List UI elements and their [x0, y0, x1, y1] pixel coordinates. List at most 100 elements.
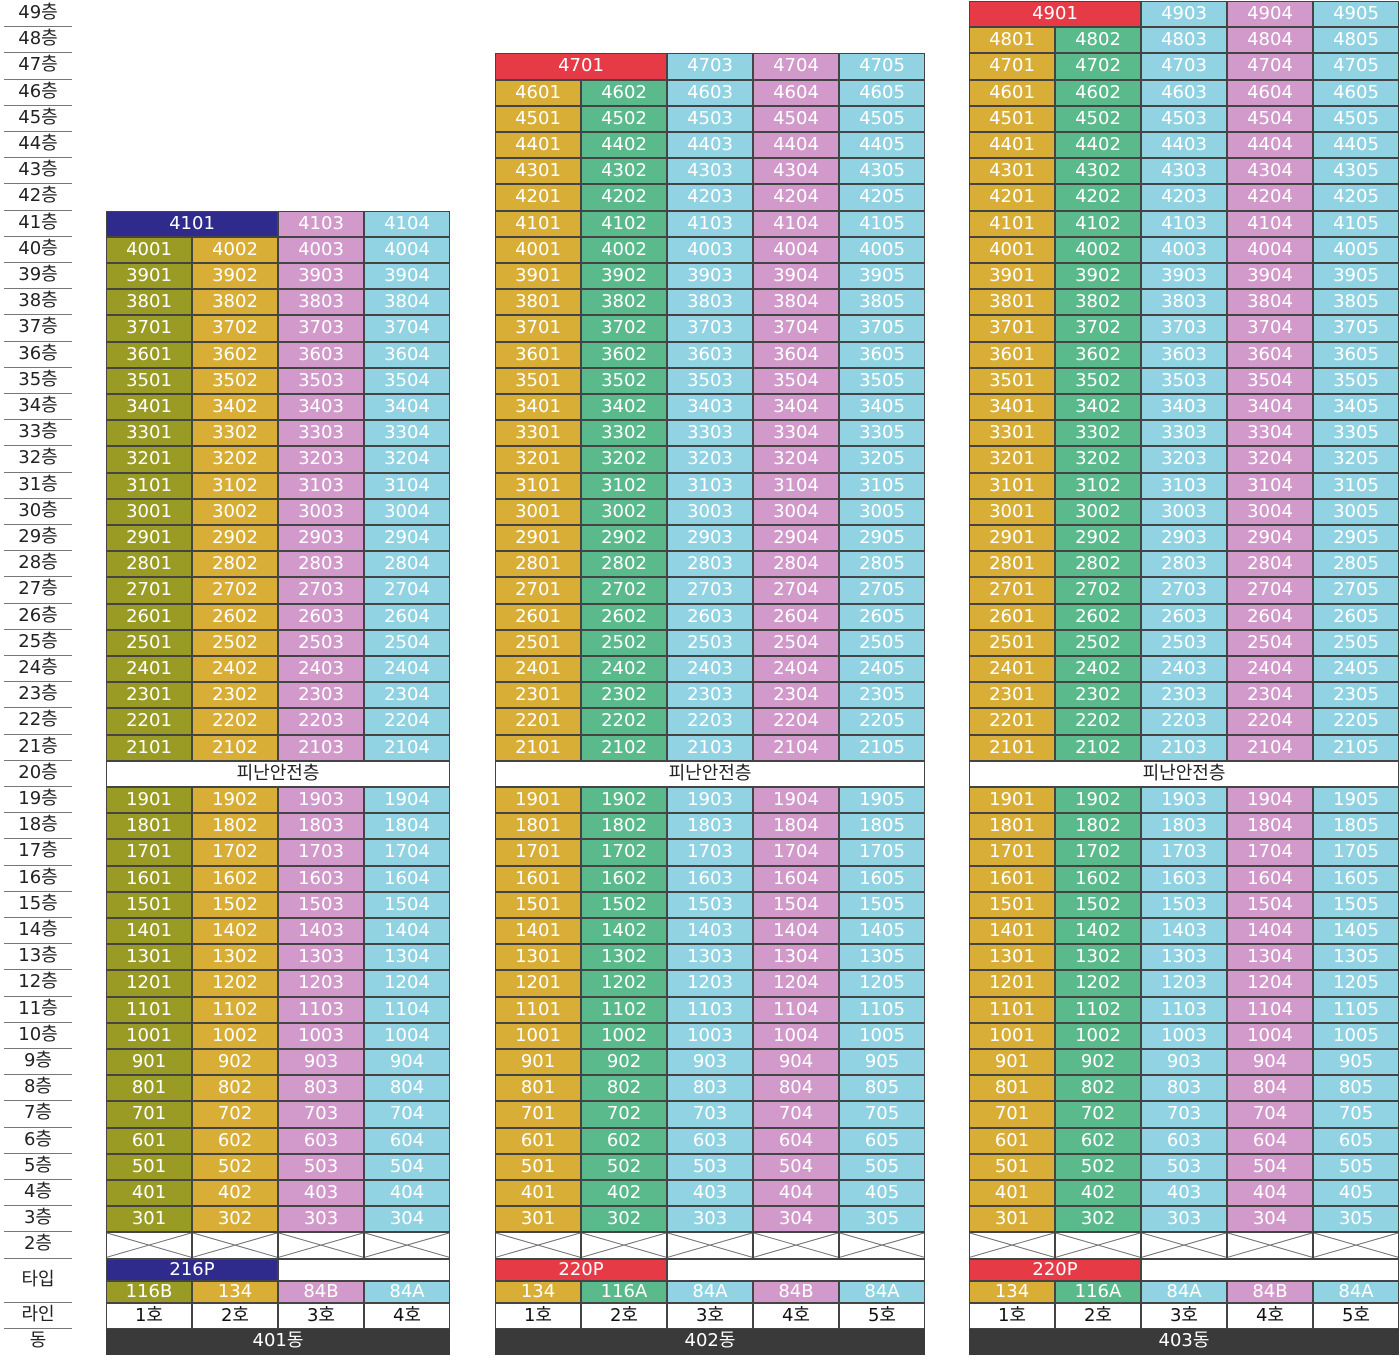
unit-cell[interactable]: 1204 [364, 970, 450, 997]
unit-cell[interactable]: 2803 [667, 551, 753, 578]
unit-cell[interactable]: 2302 [192, 682, 278, 709]
unit-cell[interactable]: 2401 [106, 656, 192, 683]
unit-cell[interactable]: 3101 [495, 472, 581, 499]
unit-cell[interactable]: 504 [753, 1153, 839, 1180]
unit-cell[interactable]: 2802 [1055, 551, 1141, 578]
unit-cell[interactable]: 1304 [1227, 944, 1313, 971]
unit-cell[interactable]: 3103 [1141, 472, 1227, 499]
unit-cell[interactable]: 2705 [839, 577, 925, 604]
unit-cell[interactable]: 1302 [192, 944, 278, 971]
unit-cell[interactable]: 1701 [106, 839, 192, 866]
unit-cell[interactable]: 2302 [1055, 682, 1141, 709]
unit-cell[interactable]: 1904 [1227, 787, 1313, 814]
unit-cell[interactable]: 303 [1141, 1206, 1227, 1233]
unit-cell[interactable]: 3205 [1313, 446, 1399, 473]
unit-cell[interactable]: 3303 [1141, 420, 1227, 447]
unit-cell[interactable]: 2903 [667, 525, 753, 552]
unit-cell[interactable]: 601 [969, 1127, 1055, 1154]
unit-cell[interactable]: 2105 [1313, 734, 1399, 761]
unit-cell[interactable]: 1103 [278, 996, 364, 1023]
unit-cell[interactable]: 4601 [495, 79, 581, 106]
unit-cell[interactable]: 1701 [969, 839, 1055, 866]
unit-cell[interactable]: 3403 [278, 394, 364, 421]
unit-cell[interactable]: 303 [278, 1206, 364, 1233]
unit-cell[interactable]: 1503 [667, 891, 753, 918]
unit-cell[interactable]: 4201 [969, 184, 1055, 211]
unit-cell[interactable]: 304 [364, 1206, 450, 1233]
unit-cell[interactable]: 3202 [1055, 446, 1141, 473]
unit-cell[interactable]: 3904 [364, 263, 450, 290]
unit-cell[interactable]: 3502 [581, 367, 667, 394]
unit-cell[interactable]: 3101 [106, 472, 192, 499]
unit-cell[interactable]: 701 [969, 1101, 1055, 1128]
unit-cell[interactable]: 805 [1313, 1075, 1399, 1102]
unit-cell[interactable]: 2902 [192, 525, 278, 552]
unit-cell[interactable]: 4104 [1227, 210, 1313, 237]
unit-cell[interactable]: 1905 [1313, 787, 1399, 814]
unit-cell[interactable]: 4102 [581, 210, 667, 237]
unit-cell[interactable]: 2504 [364, 629, 450, 656]
unit-cell[interactable]: 4703 [1141, 53, 1227, 80]
unit-cell[interactable]: 4705 [1313, 53, 1399, 80]
unit-cell[interactable]: 4004 [753, 236, 839, 263]
unit-cell[interactable]: 4202 [581, 184, 667, 211]
unit-cell[interactable]: 1403 [278, 918, 364, 945]
unit-cell[interactable]: 3604 [1227, 341, 1313, 368]
unit-cell[interactable]: 3205 [839, 446, 925, 473]
unit-cell[interactable]: 1005 [839, 1022, 925, 1049]
unit-cell[interactable]: 1303 [667, 944, 753, 971]
unit-cell[interactable]: 3903 [278, 263, 364, 290]
unit-cell[interactable]: 3504 [753, 367, 839, 394]
unit-cell[interactable]: 1404 [753, 918, 839, 945]
unit-cell[interactable]: 3102 [192, 472, 278, 499]
unit-cell[interactable]: 3703 [667, 315, 753, 342]
unit-cell[interactable]: 3105 [1313, 472, 1399, 499]
unit-cell[interactable]: 2905 [839, 525, 925, 552]
unit-cell[interactable]: 2602 [192, 603, 278, 630]
unit-cell[interactable]: 2402 [581, 656, 667, 683]
unit-cell[interactable]: 3103 [667, 472, 753, 499]
unit-cell[interactable]: 3704 [1227, 315, 1313, 342]
unit-cell[interactable]: 4605 [839, 79, 925, 106]
unit-cell[interactable]: 502 [1055, 1153, 1141, 1180]
unit-cell[interactable]: 2701 [969, 577, 1055, 604]
unit-cell[interactable]: 4002 [581, 236, 667, 263]
unit-cell[interactable]: 3801 [106, 289, 192, 316]
unit-cell[interactable]: 3202 [581, 446, 667, 473]
unit-cell[interactable]: 4001 [106, 236, 192, 263]
unit-cell[interactable]: 4501 [969, 105, 1055, 132]
unit-cell[interactable]: 4603 [1141, 79, 1227, 106]
unit-cell[interactable]: 1502 [581, 891, 667, 918]
unit-cell[interactable]: 2103 [667, 734, 753, 761]
unit-cell[interactable]: 4704 [1227, 53, 1313, 80]
unit-cell[interactable]: 1605 [839, 865, 925, 892]
unit-cell[interactable]: 3003 [278, 498, 364, 525]
unit-cell[interactable]: 4003 [1141, 236, 1227, 263]
unit-cell[interactable]: 2503 [667, 629, 753, 656]
unit-cell[interactable]: 4702 [1055, 53, 1141, 80]
unit-cell[interactable]: 1201 [495, 970, 581, 997]
unit-cell[interactable]: 403 [667, 1180, 753, 1207]
unit-cell[interactable]: 1902 [192, 787, 278, 814]
unit-cell[interactable]: 3802 [581, 289, 667, 316]
unit-cell[interactable]: 2104 [753, 734, 839, 761]
unit-cell[interactable]: 4005 [839, 236, 925, 263]
unit-cell[interactable]: 603 [278, 1127, 364, 1154]
unit-cell[interactable]: 2305 [839, 682, 925, 709]
unit-cell[interactable]: 4301 [969, 158, 1055, 185]
unit-cell[interactable]: 3504 [364, 367, 450, 394]
unit-cell[interactable]: 1002 [1055, 1022, 1141, 1049]
unit-cell[interactable]: 1702 [581, 839, 667, 866]
unit-cell[interactable]: 1601 [106, 865, 192, 892]
unit-cell[interactable]: 1203 [667, 970, 753, 997]
unit-cell[interactable]: 2805 [839, 551, 925, 578]
unit-cell[interactable]: 2502 [1055, 629, 1141, 656]
unit-cell[interactable]: 1802 [192, 813, 278, 840]
unit-cell[interactable]: 1804 [753, 813, 839, 840]
unit-cell[interactable]: 2502 [581, 629, 667, 656]
unit-cell[interactable]: 2204 [1227, 708, 1313, 735]
unit-cell[interactable]: 2104 [364, 734, 450, 761]
unit-cell[interactable]: 1503 [1141, 891, 1227, 918]
unit-cell[interactable]: 3002 [581, 498, 667, 525]
unit-cell[interactable]: 2801 [106, 551, 192, 578]
